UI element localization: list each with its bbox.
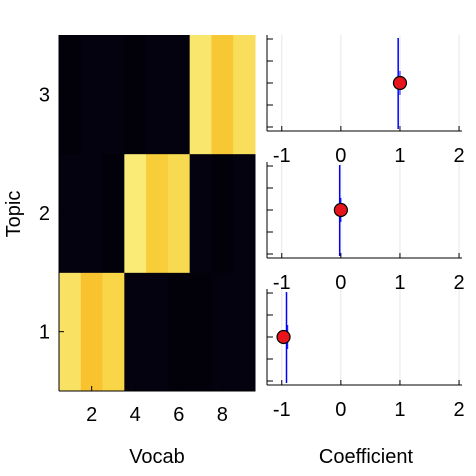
heatmap-cell: [211, 153, 234, 273]
heatmap-y-tick-label: 2: [39, 203, 50, 225]
heatmap-cell: [211, 35, 234, 155]
heatmap-cell: [80, 272, 104, 392]
heatmap-cell: [146, 272, 169, 392]
coefficient-x-tick-label: 1: [394, 145, 405, 167]
heatmap-cell: [189, 35, 212, 155]
coefficient-x-tick-label: 1: [394, 399, 405, 421]
heatmap-cell: [189, 272, 212, 392]
heatmap-cell: [146, 153, 169, 273]
coefficient-panel-topic-1: -1 0 1 2: [266, 289, 465, 421]
heatmap-cell: [59, 153, 82, 273]
coefficient-x-axis-label: Coefficient: [319, 446, 414, 468]
coefficient-x-tick-label: -1: [273, 399, 291, 421]
heatmap-x-tick-label: 6: [173, 404, 184, 426]
coefficient-point: [392, 75, 408, 91]
heatmap-cell: [167, 272, 191, 392]
heatmap-y-tick-label: 1: [39, 322, 50, 344]
coefficient-panel-topic-2: -1 0 1 2: [266, 162, 465, 294]
heatmap-x-tick-label: 2: [86, 404, 97, 426]
heatmap-y-axis-label: Topic: [3, 191, 25, 238]
coefficient-point: [276, 329, 291, 345]
coefficient-x-tick-label: -1: [273, 145, 291, 167]
coefficient-panel-topic-3: -1 0 1 2: [266, 35, 465, 167]
coefficient-x-tick-label: 2: [453, 145, 464, 167]
heatmap-cell: [124, 272, 147, 392]
heatmap-y-tick-label: 3: [39, 84, 50, 106]
coefficient-x-tick-label: 2: [453, 272, 464, 294]
heatmap-axes: 2 4 6 8 1 2 3: [39, 35, 255, 426]
heatmap-cell: [233, 272, 256, 392]
coefficient-x-tick-label: -1: [273, 272, 291, 294]
heatmap-cell: [167, 35, 191, 155]
coefficient-x-tick-label: 2: [453, 399, 464, 421]
heatmap-cell: [80, 153, 104, 273]
heatmap-cell: [211, 272, 234, 392]
heatmap-cell: [102, 153, 125, 273]
heatmap-cell: [189, 153, 212, 273]
coefficient-point: [333, 202, 348, 218]
coefficient-panels: -1 0 1 2 -1 0 1 2 -1 0 1 2: [266, 35, 465, 421]
coefficient-x-tick-label: 1: [394, 272, 405, 294]
heatmap-cell: [233, 35, 256, 155]
heatmap-cell: [102, 272, 125, 392]
heatmap-cell: [59, 272, 82, 392]
heatmap-cell: [124, 35, 147, 155]
coefficient-x-tick-label: 0: [335, 399, 346, 421]
heatmap-cell: [80, 35, 104, 155]
heatmap-cell: [124, 153, 147, 273]
heatmap-cell: [167, 153, 191, 273]
heatmap-x-axis-label: Vocab: [129, 446, 185, 468]
heatmap-cell: [233, 153, 256, 273]
heatmap-x-tick-label: 8: [217, 404, 228, 426]
heatmap-x-tick-label: 4: [130, 404, 141, 426]
heatmap-cell: [59, 35, 82, 155]
heatmap-cell: [102, 35, 125, 155]
coefficient-x-tick-label: 0: [335, 272, 346, 294]
heatmap-cell: [146, 35, 169, 155]
coefficient-x-tick-label: 0: [335, 145, 346, 167]
topic-vocab-heatmap: [59, 35, 256, 392]
